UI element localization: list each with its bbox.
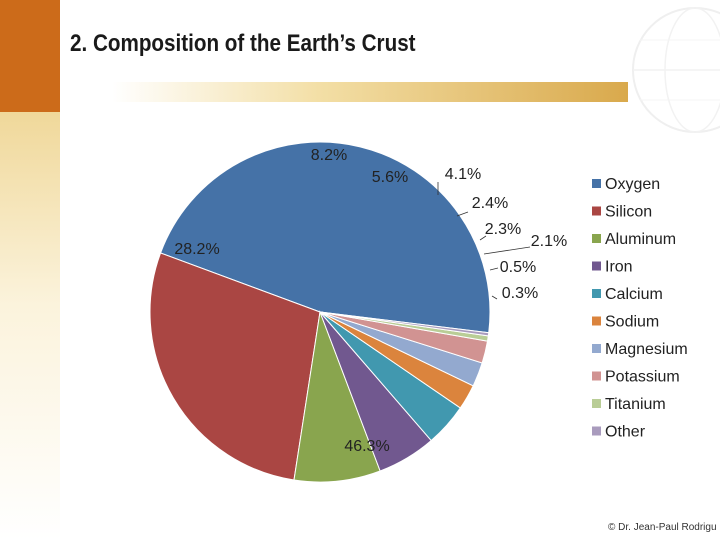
sidebar-accent-bottom <box>0 112 60 540</box>
pie-slice-silicon <box>149 252 321 481</box>
legend-swatch-oxygen <box>592 179 601 188</box>
legend-label-aluminum: Aluminum <box>605 231 676 248</box>
credit-text: © Dr. Jean-Paul Rodrigu <box>608 522 717 533</box>
legend-swatch-titanium <box>592 399 601 408</box>
legend-label-magnesium: Magnesium <box>605 341 688 358</box>
data-label-silicon: 28.2% <box>174 241 219 258</box>
data-label-magnesium: 2.3% <box>485 221 521 238</box>
legend-swatch-calcium <box>592 289 601 298</box>
legend-swatch-silicon <box>592 206 601 216</box>
data-label-titanium: 0.5% <box>500 259 536 276</box>
data-label-sodium: 2.4% <box>472 195 508 212</box>
data-label-aluminum: 8.2% <box>311 147 347 164</box>
data-label-iron: 5.6% <box>372 169 408 186</box>
legend-swatch-aluminum <box>592 234 601 243</box>
legend-label-potassium: Potassium <box>605 369 680 386</box>
legend-swatch-potassium <box>592 371 601 381</box>
leader-line-sodium <box>456 211 469 217</box>
globe-watermark <box>632 7 720 133</box>
leader-line-other <box>491 295 498 300</box>
pie-slice-aluminum <box>293 310 381 483</box>
leader-line-magnesium <box>479 235 487 241</box>
legend-swatch-sodium <box>592 316 601 326</box>
data-label-potassium: 2.1% <box>531 233 567 250</box>
legend-swatch-magnesium <box>592 344 601 353</box>
sidebar-accent-top <box>0 0 60 112</box>
leader-line-potassium <box>483 246 531 255</box>
pie-slice-oxygen <box>159 141 491 334</box>
pie-slice-other <box>319 311 490 337</box>
title-bar <box>60 0 720 82</box>
data-label-calcium: 4.1% <box>445 166 481 183</box>
slide-title: 2. Composition of the Earth’s Crust <box>70 30 416 57</box>
data-label-other: 0.3% <box>502 285 538 302</box>
legend-label-calcium: Calcium <box>605 286 663 303</box>
legend-label-silicon: Silicon <box>605 204 652 221</box>
leader-line-titanium <box>489 267 499 271</box>
title-rule <box>112 82 628 102</box>
legend-swatch-other <box>592 426 601 436</box>
legend-label-titanium: Titanium <box>605 396 666 413</box>
legend-swatch-iron <box>592 261 601 271</box>
legend-label-oxygen: Oxygen <box>605 176 660 193</box>
legend-label-iron: Iron <box>605 259 633 276</box>
legend-label-sodium: Sodium <box>605 314 659 331</box>
data-label-oxygen: 46.3% <box>344 438 389 455</box>
legend-label-other: Other <box>605 424 646 441</box>
